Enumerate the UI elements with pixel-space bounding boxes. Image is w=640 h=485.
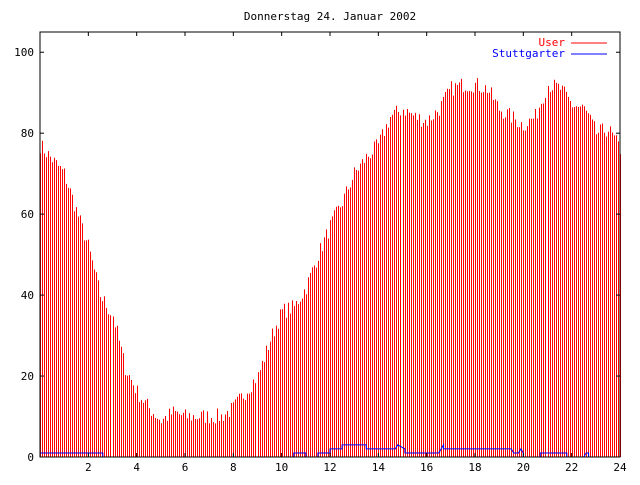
user-point (462, 84, 463, 85)
x-tick-label: 20 (517, 461, 530, 474)
user-point (414, 117, 415, 118)
user-point (100, 295, 101, 296)
x-tick-label: 16 (420, 461, 433, 474)
y-tick-label: 0 (27, 451, 34, 464)
user-point (366, 157, 367, 158)
user-point (342, 202, 343, 203)
user-point (112, 315, 113, 316)
user-point (426, 121, 427, 122)
user-series (40, 78, 621, 457)
user-point (185, 416, 186, 417)
user-point (499, 108, 500, 109)
user-point (317, 254, 318, 255)
x-tick-label: 4 (133, 461, 140, 474)
y-tick-label: 80 (21, 127, 34, 140)
user-point (209, 416, 210, 417)
user-point (523, 125, 524, 126)
user-point (511, 117, 512, 118)
user-point (197, 416, 198, 417)
x-tick-label: 12 (323, 461, 336, 474)
user-point (475, 84, 476, 85)
user-point (378, 145, 379, 146)
user-point (559, 88, 560, 89)
user-point (233, 408, 234, 409)
user-point (547, 84, 548, 85)
user-point (124, 367, 125, 368)
user-point (607, 129, 608, 130)
x-tick-label: 22 (565, 461, 578, 474)
x-tick-label: 10 (275, 461, 288, 474)
user-point (281, 311, 282, 312)
user-point (487, 88, 488, 89)
user-point (583, 108, 584, 109)
user-point (88, 246, 89, 247)
user-point (148, 408, 149, 409)
user-point (330, 226, 331, 227)
y-tick-label: 20 (21, 370, 34, 383)
x-tick-label: 14 (372, 461, 386, 474)
user-point (221, 416, 222, 417)
user-point (354, 173, 355, 174)
y-axis: 0 20 40 60 80 100 (14, 46, 620, 464)
legend-label-stuttgarter: Stuttgarter (492, 47, 565, 60)
user-point (64, 173, 65, 174)
user-point (595, 133, 596, 134)
chart-title: Donnerstag 24. Januar 2002 (244, 10, 416, 23)
user-point (293, 307, 294, 308)
user-point (535, 117, 536, 118)
x-tick-label: 18 (468, 461, 481, 474)
user-point (269, 339, 270, 340)
user-point (257, 376, 258, 377)
x-tick-label: 6 (182, 461, 189, 474)
user-point (305, 287, 306, 288)
user-point (571, 104, 572, 105)
legend-label-user: User (539, 36, 566, 49)
user-point (136, 392, 137, 393)
y-tick-label: 60 (21, 208, 34, 221)
x-tick-label: 8 (230, 461, 237, 474)
x-tick-label: 24 (613, 461, 627, 474)
user-point (438, 108, 439, 109)
y-tick-label: 100 (14, 46, 34, 59)
y-tick-label: 40 (21, 289, 34, 302)
user-point (402, 108, 403, 109)
x-tick-label: 2 (85, 461, 92, 474)
user-point (390, 117, 391, 118)
user-point (450, 88, 451, 89)
x-axis: 2 4 6 8 10 12 14 16 18 20 22 24 (85, 32, 627, 474)
user-point (160, 420, 161, 421)
legend: User Stuttgarter (492, 36, 607, 60)
user-point (172, 412, 173, 413)
user-point (245, 392, 246, 393)
